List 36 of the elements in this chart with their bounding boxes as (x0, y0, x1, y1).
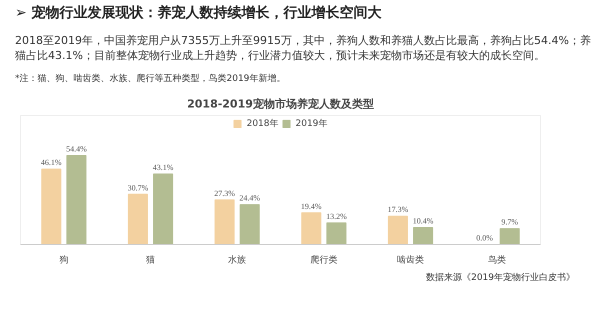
bar (326, 222, 346, 245)
chart-title: 2018-2019宠物市场养宠人数及类型 (187, 98, 374, 111)
data-label: 54.4% (66, 145, 88, 154)
legend-label: 2019年 (296, 118, 328, 130)
data-label: 19.4% (300, 202, 322, 212)
data-label: 9.7% (501, 218, 518, 228)
source-note: 数据来源《2019年宠物行业白皮书》 (426, 273, 575, 284)
data-label: 24.4% (239, 194, 260, 204)
legend-label: 2018年 (246, 118, 278, 130)
x-tick-label: 水族 (228, 254, 246, 266)
data-label: 17.3% (388, 206, 409, 215)
data-label: 0.0% (476, 234, 494, 243)
bar (128, 194, 148, 245)
bar (240, 204, 260, 245)
data-label: 13.2% (326, 212, 348, 222)
bar (500, 228, 520, 245)
data-label: 46.1% (40, 158, 62, 168)
bar (301, 212, 322, 245)
text: 2018至2019年，中国养宠用户从7355万上升至9915万，其中，养狗人数和养猫人数占比最高，养狗占比54.4%；养猫占比43.1%；目前整体宠物行业成上升趋势，行业潜力值较大，预计未来宠物市场还是有较大的成长空间。 (15, 32, 592, 64)
data-label: 10.4% (412, 216, 434, 226)
data-label: 27.3% (214, 189, 236, 198)
data-label: 30.7% (128, 184, 149, 193)
x-tick-label: 鸟类 (488, 254, 506, 266)
text: ➢ 宠物行业发展现状：养宠人数持续增长，行业增长空间大 (15, 5, 382, 22)
bar (66, 156, 86, 245)
text: *注：猫、狗、啮齿类、水族、爬行等五种类型，鸟类2019年新增。 (15, 74, 286, 84)
bar (41, 169, 62, 245)
x-tick-label: 爬行类 (310, 254, 338, 266)
x-tick-label: 啮齿类 (397, 254, 424, 266)
bar (214, 200, 235, 245)
bar (388, 216, 408, 245)
data-label: 43.1% (152, 163, 174, 172)
bar (153, 174, 174, 245)
x-tick-label: 狗 (59, 254, 68, 266)
x-tick-label: 猫 (146, 254, 155, 266)
bar (413, 227, 434, 245)
